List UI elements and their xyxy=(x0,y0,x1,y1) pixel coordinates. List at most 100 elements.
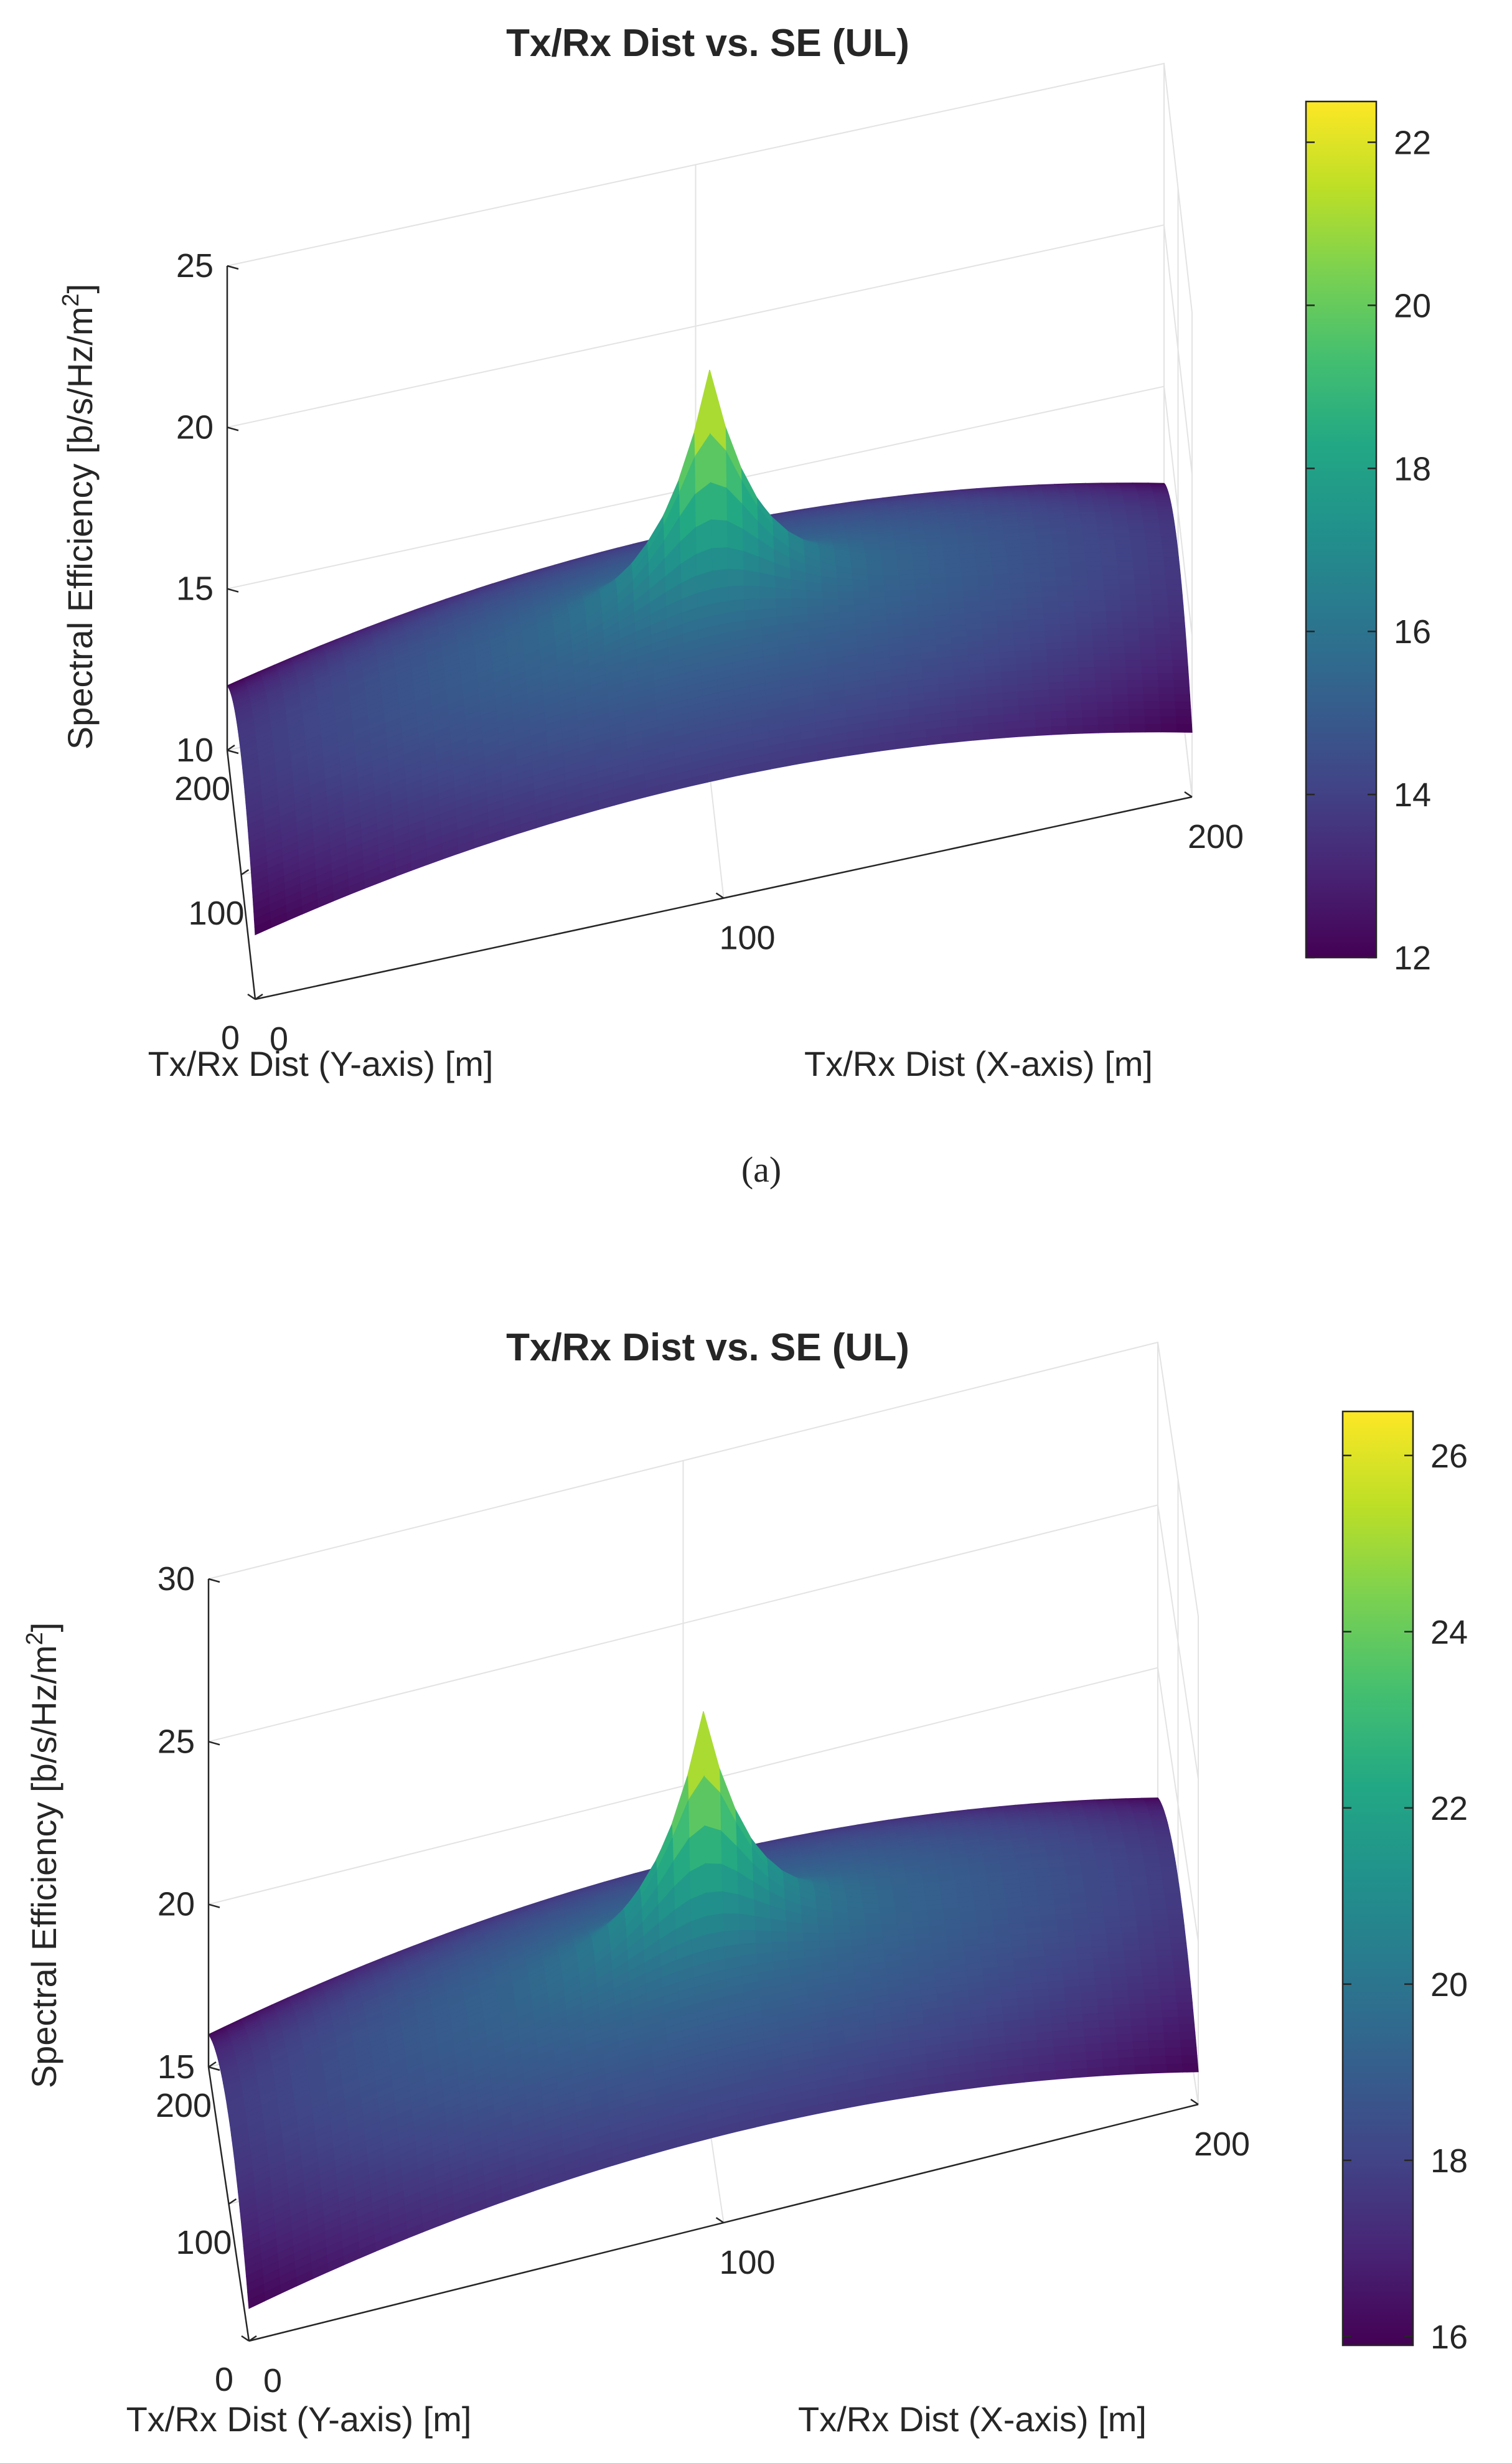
surface-patch xyxy=(1072,590,1089,597)
surface-patch xyxy=(1148,1893,1166,1900)
surface-patch xyxy=(1143,532,1162,538)
surface-patch xyxy=(972,730,990,741)
surface-patch xyxy=(1124,652,1141,661)
x-tick-label: 100 xyxy=(719,920,775,957)
colorbar-tick-label: 22 xyxy=(1394,124,1431,161)
surface-patch xyxy=(1099,552,1117,558)
x-tick xyxy=(715,892,725,899)
surface-patch xyxy=(1126,687,1143,695)
surface-patch xyxy=(1145,544,1163,549)
surface-patch xyxy=(852,585,869,593)
surface-patch xyxy=(1106,616,1123,624)
surface-patch xyxy=(1031,662,1048,671)
surface-patch xyxy=(1122,634,1140,642)
surface-patch xyxy=(1046,661,1064,670)
surface-patch xyxy=(1143,716,1161,725)
surface-patch xyxy=(1127,522,1144,527)
surface-patch xyxy=(1146,552,1163,558)
surface-patch xyxy=(1132,1899,1150,1906)
colorbar-tick-label: 16 xyxy=(1394,613,1431,651)
surface-patch xyxy=(1113,536,1130,542)
surface-patch xyxy=(1141,680,1158,688)
z-tick-label: 15 xyxy=(176,570,214,608)
surface-patch xyxy=(1090,623,1107,630)
surface-patch xyxy=(1082,724,1099,734)
colorbar-tick-label: 12 xyxy=(1394,940,1431,977)
surface-patch xyxy=(1125,680,1143,688)
surface-patch xyxy=(1142,694,1160,702)
surface-patch xyxy=(1133,574,1150,580)
surface-patch xyxy=(711,547,728,572)
surface-patch xyxy=(1132,565,1149,571)
surface-patch xyxy=(866,569,883,576)
surface-patch xyxy=(859,1885,877,1891)
surface-patch xyxy=(1081,717,1099,727)
surface-patch xyxy=(852,591,870,600)
surface-patch xyxy=(1046,654,1063,663)
surface-patch xyxy=(1138,1943,1156,1951)
x-axis-label: Tx/Rx Dist (X-axis) [m] xyxy=(804,1044,1153,1083)
surface-patch xyxy=(1107,1957,1125,1966)
surface-patch xyxy=(1158,694,1175,702)
surface-patch xyxy=(1128,532,1145,538)
surface-patch xyxy=(1120,605,1137,612)
surface-patch xyxy=(957,732,974,743)
surface-patch xyxy=(1168,616,1185,624)
surface-patch xyxy=(727,585,745,602)
y-axis-label: Tx/Rx Dist (Y-axis) [m] xyxy=(148,1044,494,1083)
surface-patch xyxy=(1111,694,1129,703)
surface-patch xyxy=(1115,552,1132,558)
surface-patch xyxy=(1099,548,1116,553)
surface-patch xyxy=(1057,601,1074,608)
surface-patch xyxy=(1139,646,1157,654)
surface-patch xyxy=(1162,1879,1180,1885)
surface-patch xyxy=(1163,1893,1181,1900)
surface-patch xyxy=(710,482,727,522)
surface-patch xyxy=(1084,561,1102,567)
surface-patch xyxy=(1173,680,1190,689)
surface-patch xyxy=(1130,548,1147,553)
surface-patch xyxy=(1098,540,1115,545)
surface-patch xyxy=(1168,1925,1185,1933)
surface-patch xyxy=(1109,666,1127,674)
surface-patch xyxy=(1162,1883,1180,1890)
chart-title: Tx/Rx Dist vs. SE (UL) xyxy=(506,1326,909,1369)
surface-patch xyxy=(1102,584,1120,591)
surface-patch xyxy=(1172,1961,1190,1969)
surface-patch xyxy=(1139,652,1157,661)
surface-patch xyxy=(1156,1846,1174,1852)
surface-patch xyxy=(1071,575,1088,582)
surface-patch xyxy=(1161,544,1178,550)
surface-patch xyxy=(1128,529,1145,534)
surface-patch xyxy=(726,547,744,571)
surface-patch xyxy=(1155,646,1172,654)
surface-patch xyxy=(1144,723,1162,733)
surface-patch xyxy=(1139,1956,1157,1964)
surface-patch xyxy=(1132,570,1150,575)
surface-patch xyxy=(1094,680,1112,689)
surface-patch xyxy=(1116,565,1134,571)
surface-patch xyxy=(1061,654,1079,662)
surface-patch xyxy=(1155,1949,1172,1957)
surface-patch xyxy=(1168,622,1186,629)
surface-patch xyxy=(1060,641,1078,649)
surface-patch xyxy=(1163,1888,1181,1895)
surface-patch xyxy=(1140,666,1158,674)
surface-patch xyxy=(1116,560,1134,567)
surface-patch xyxy=(1084,552,1101,558)
surface-patch xyxy=(774,598,792,610)
surface-patch xyxy=(1144,536,1162,542)
surface-patch xyxy=(1170,1949,1188,1957)
surface-patch xyxy=(1064,702,1082,712)
z-tick-label: 20 xyxy=(176,408,214,446)
surface-patch xyxy=(1149,579,1167,585)
surface-patch xyxy=(1047,675,1064,684)
surface-patch xyxy=(1137,1931,1155,1939)
surface-patch xyxy=(1152,610,1169,618)
surface-patch xyxy=(1142,519,1160,524)
surface-patch xyxy=(1102,579,1120,586)
surface-patch xyxy=(1129,540,1147,545)
surface-patch xyxy=(1030,656,1048,664)
